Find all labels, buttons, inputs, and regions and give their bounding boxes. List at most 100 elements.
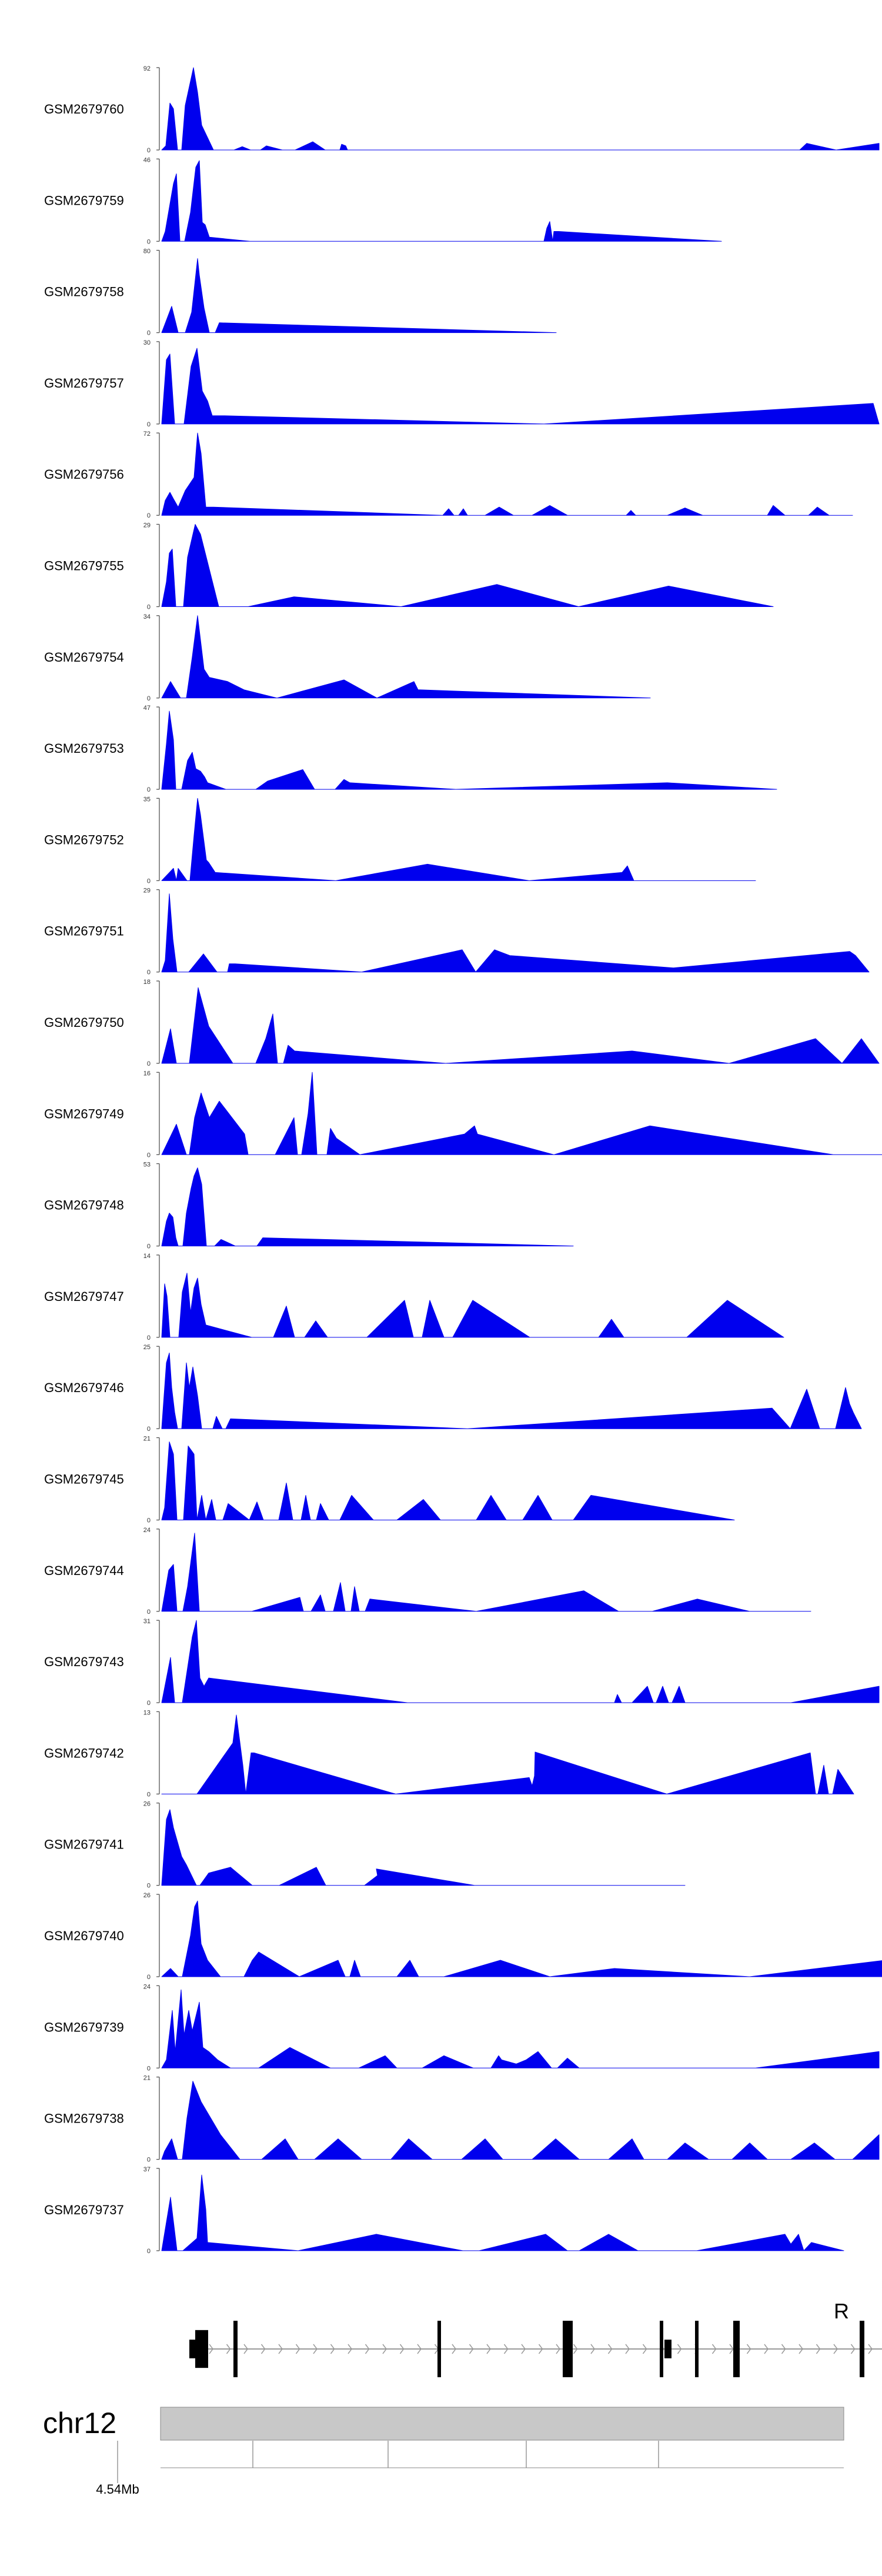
y-min-label: 0	[147, 512, 151, 519]
exon	[233, 2321, 238, 2377]
coverage-area	[161, 1352, 862, 1429]
strand-arrow	[365, 2344, 370, 2354]
track-GSM2679753: GSM2679753 47 0	[44, 705, 777, 793]
track-label: GSM2679749	[44, 1106, 124, 1121]
y-min-label: 0	[147, 1517, 151, 1524]
coverage-area	[161, 1167, 574, 1247]
track-GSM2679740: GSM2679740 26 0	[44, 1892, 882, 1981]
y-axis: 21 0	[143, 1436, 160, 1524]
strand-arrow	[816, 2344, 821, 2354]
y-max-label: 35	[143, 796, 151, 803]
strand-arrow	[677, 2344, 682, 2354]
y-min-label: 0	[147, 1243, 151, 1250]
y-min-label: 0	[147, 877, 151, 885]
strand-arrow	[642, 2344, 647, 2354]
y-max-label: 25	[143, 1344, 151, 1351]
track-label: GSM2679748	[44, 1198, 124, 1213]
y-axis: 25 0	[143, 1344, 160, 1433]
exon	[189, 2340, 195, 2358]
track-label: GSM2679758	[44, 285, 124, 299]
y-axis: 24 0	[143, 1527, 160, 1616]
strand-arrow	[382, 2344, 387, 2354]
y-max-label: 24	[143, 1983, 151, 1990]
coverage-area	[161, 893, 870, 973]
y-axis: 92 0	[143, 65, 160, 154]
track-GSM2679742: GSM2679742 13 0	[44, 1709, 854, 1798]
track-label: GSM2679755	[44, 559, 124, 573]
track-label: GSM2679750	[44, 1015, 124, 1030]
y-min-label: 0	[147, 1152, 151, 1159]
strand-arrow	[243, 2344, 248, 2354]
y-axis: 29 0	[143, 522, 160, 611]
exon	[695, 2321, 699, 2377]
exon	[563, 2321, 573, 2377]
y-axis: 53 0	[143, 1162, 160, 1250]
y-min-label: 0	[147, 1426, 151, 1433]
track-GSM2679745: GSM2679745 21 0	[44, 1436, 735, 1524]
coverage-area	[161, 2081, 880, 2160]
track-GSM2679738: GSM2679738 21 0	[44, 2075, 880, 2164]
strand-arrow	[278, 2344, 283, 2354]
strand-arrow	[573, 2344, 578, 2354]
strand-arrow	[764, 2344, 769, 2354]
y-min-label: 0	[147, 1974, 151, 1981]
coverage-area	[161, 1442, 735, 1520]
y-min-label: 0	[147, 2065, 151, 2072]
strand-arrow	[590, 2344, 595, 2354]
track-label: GSM2679739	[44, 2020, 124, 2034]
y-axis: 34 0	[143, 613, 160, 702]
coverage-area	[161, 1714, 854, 1794]
track-label: GSM2679738	[44, 2111, 124, 2126]
coverage-area	[161, 987, 880, 1064]
track-label: GSM2679746	[44, 1380, 124, 1395]
track-GSM2679751: GSM2679751 29 0	[44, 887, 870, 976]
coverage-area	[161, 1620, 880, 1703]
strand-arrow	[260, 2344, 266, 2354]
y-min-label: 0	[147, 238, 151, 245]
coverage-area	[161, 1809, 686, 1886]
track-label: GSM2679757	[44, 376, 124, 391]
y-axis: 46 0	[143, 156, 160, 245]
strand-arrow	[521, 2344, 526, 2354]
coverage-area	[161, 1273, 784, 1338]
coverage-area	[161, 67, 880, 151]
y-max-label: 46	[143, 156, 151, 163]
strand-arrow	[486, 2344, 491, 2354]
coverage-area	[161, 1072, 882, 1155]
track-label: GSM2679743	[44, 1654, 124, 1669]
strand-arrow	[330, 2344, 335, 2354]
coverage-area	[161, 798, 756, 881]
strand-arrow	[850, 2344, 856, 2354]
track-label: GSM2679740	[44, 1928, 124, 1943]
strand-arrow	[503, 2344, 509, 2354]
track-GSM2679741: GSM2679741 26 0	[44, 1801, 686, 1890]
track-GSM2679758: GSM2679758 80 0	[44, 248, 557, 337]
strand-arrow	[399, 2344, 405, 2354]
y-min-label: 0	[147, 421, 151, 428]
y-max-label: 34	[143, 613, 151, 620]
coverage-area	[161, 710, 777, 790]
tick-label: 4.54Mb	[96, 2482, 139, 2497]
track-GSM2679737: GSM2679737 37 0	[44, 2166, 844, 2255]
track-GSM2679752: GSM2679752 35 0	[44, 796, 756, 885]
track-GSM2679747: GSM2679747 14 0	[44, 1253, 784, 1342]
ideogram-bar	[160, 2407, 844, 2441]
y-max-label: 21	[143, 1436, 151, 1443]
y-min-label: 0	[147, 147, 151, 154]
exon	[664, 2340, 671, 2358]
strand-arrow	[469, 2344, 474, 2354]
gene-model-track: R	[189, 2299, 882, 2377]
y-max-label: 53	[143, 1162, 151, 1169]
strand-arrow	[313, 2344, 318, 2354]
track-label: GSM2679744	[44, 1563, 124, 1578]
chromosome-ideogram: chr12 4.54Mb	[43, 2407, 844, 2497]
y-max-label: 16	[143, 1070, 151, 1077]
y-max-label: 37	[143, 2166, 151, 2173]
y-min-label: 0	[147, 2157, 151, 2164]
exon	[733, 2321, 740, 2377]
y-axis: 30 0	[143, 339, 160, 428]
y-max-label: 30	[143, 339, 151, 346]
track-label: GSM2679747	[44, 1289, 124, 1304]
y-min-label: 0	[147, 604, 151, 611]
y-axis: 26 0	[143, 1801, 160, 1890]
